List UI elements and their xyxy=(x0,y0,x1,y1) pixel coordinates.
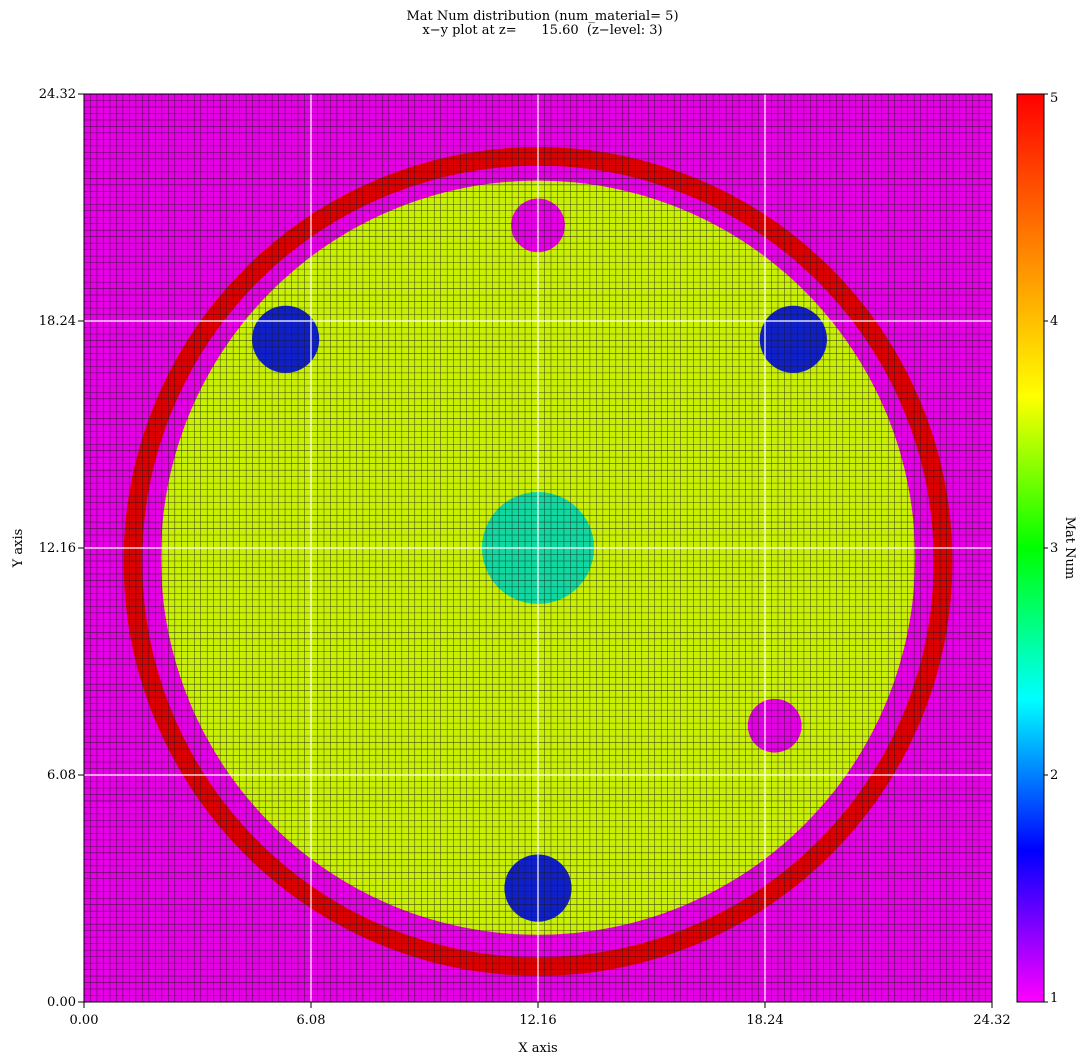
chart-title-block: Mat Num distribution (num_material= 5) x… xyxy=(0,10,1085,38)
colorbar-tick-label: 2 xyxy=(1050,768,1058,783)
colorbar-tick-label: 4 xyxy=(1050,314,1058,329)
x-tick-label: 24.32 xyxy=(973,1013,1010,1028)
colorbar-tick-label: 5 xyxy=(1050,91,1058,106)
y-axis-label: Y axis xyxy=(11,529,26,569)
axes: 0.00 6.08 12.16 18.24 24.32 0.00 6.08 12.16 18.2… xyxy=(39,87,1011,1028)
y-tick-label: 24.32 xyxy=(39,87,76,102)
colorbar-gradient xyxy=(1017,94,1044,1002)
colorbar-tick-label: 3 xyxy=(1050,541,1058,556)
colorbar-tick-label: 1 xyxy=(1050,991,1058,1006)
colorbar: 1 2 3 4 5 xyxy=(1016,91,1058,1006)
plot-area xyxy=(84,94,992,1002)
y-tick-label: 0.00 xyxy=(47,995,76,1010)
x-tick-label: 12.16 xyxy=(519,1013,556,1028)
region-material-2-circle-4 xyxy=(252,305,320,373)
x-axis-label: X axis xyxy=(518,1041,557,1056)
x-tick-label: 18.24 xyxy=(746,1013,783,1028)
region-material-1-circle-8 xyxy=(747,698,802,753)
y-tick-label: 6.08 xyxy=(47,768,76,783)
x-tick-label: 0.00 xyxy=(70,1013,99,1028)
chart-title: Mat Num distribution (num_material= 5) xyxy=(406,9,679,24)
colorbar-label: Mat Num xyxy=(1062,517,1077,580)
x-tick-label: 6.08 xyxy=(297,1013,326,1028)
chart-subtitle: x−y plot at z= 15.60 (z−level: 3) xyxy=(422,23,663,38)
y-tick-label: 18.24 xyxy=(39,314,76,329)
y-tick-label: 12.16 xyxy=(39,541,76,556)
